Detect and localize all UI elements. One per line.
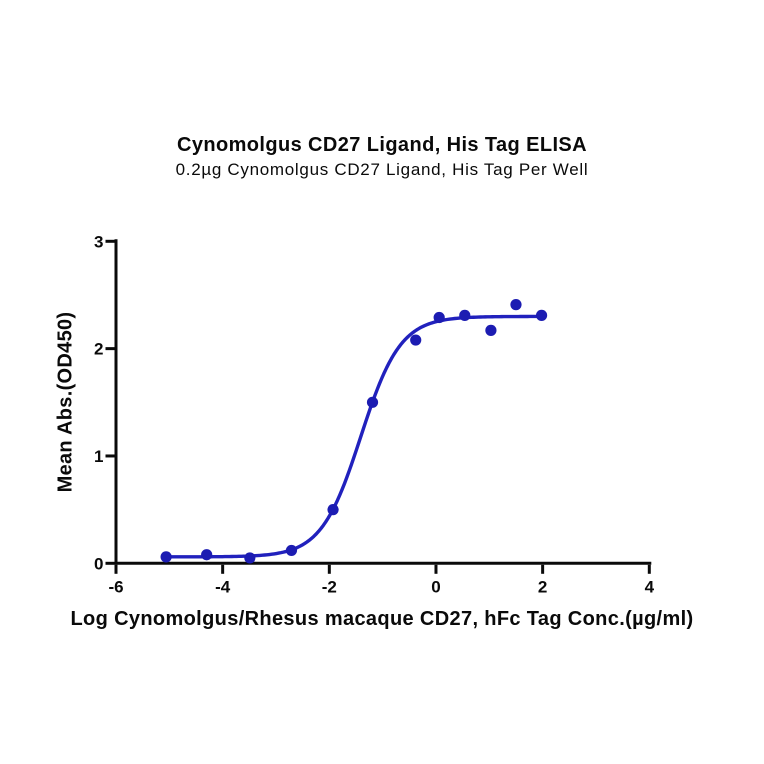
data-point [510, 299, 522, 311]
y-tick-label: 1 [94, 447, 103, 466]
data-point [410, 334, 422, 346]
x-tick-label: 4 [645, 577, 655, 596]
y-tick-label: 3 [94, 232, 103, 251]
x-axis-label: Log Cynomolgus/Rhesus macaque CD27, hFc … [70, 608, 694, 630]
y-tick-label: 0 [94, 554, 103, 573]
data-point [201, 549, 213, 561]
data-point [160, 551, 172, 563]
x-tick-label: -2 [322, 577, 337, 596]
x-tick-label: 2 [538, 577, 547, 596]
data-point [244, 552, 256, 564]
x-tick-label: -6 [108, 577, 123, 596]
x-tick-label: -4 [215, 577, 231, 596]
data-point [433, 311, 445, 324]
chart-title: Cynomolgus CD27 Ligand, His Tag ELISA [176, 134, 588, 156]
y-tick-label: 2 [94, 340, 103, 359]
data-point [285, 544, 298, 557]
chart-subtitle: 0.2µg Cynomolgus CD27 Ligand, His Tag Pe… [175, 160, 589, 179]
data-point [366, 396, 379, 408]
data-point [459, 309, 471, 321]
fit-curve [164, 314, 544, 559]
data-point [485, 324, 497, 336]
data-point [327, 504, 339, 516]
x-tick-label: 0 [431, 577, 440, 596]
data-point [535, 309, 548, 321]
